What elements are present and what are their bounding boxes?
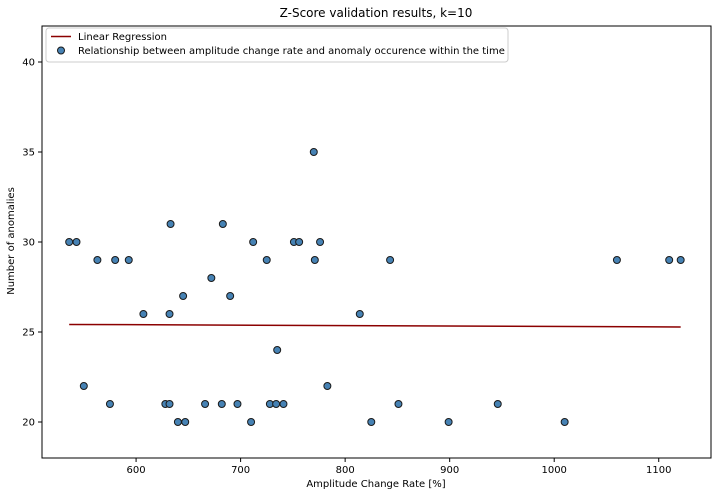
scatter-point	[316, 238, 325, 246]
scatter-point	[493, 400, 502, 408]
scatter-point	[279, 400, 288, 408]
scatter-point	[249, 238, 258, 246]
scatter-point	[310, 256, 319, 264]
scatter-point	[226, 292, 235, 300]
scatter-point	[367, 418, 376, 426]
scatter-point	[295, 238, 304, 246]
scatter-point	[612, 256, 621, 264]
legend-box	[45, 27, 509, 63]
scatter-point	[201, 400, 210, 408]
scatter-point	[676, 256, 685, 264]
scatter-point	[665, 256, 674, 264]
scatter-point	[111, 256, 120, 264]
scatter-point	[217, 400, 226, 408]
scatter-point	[207, 274, 216, 282]
scatter-point	[173, 418, 182, 426]
scatter-point	[165, 310, 174, 318]
scatter-point	[105, 400, 114, 408]
plot-area: 600 700 800 900 1000 1100 20 25 30 35 40	[22, 25, 712, 476]
scatter-point	[394, 400, 403, 408]
scatter-point	[323, 382, 332, 390]
scatter-point	[139, 310, 148, 318]
legend-swatch-relationship-points	[57, 46, 65, 55]
scatter-point	[93, 256, 102, 264]
scatter-point	[72, 238, 81, 246]
legend: Linear Regression Relationship between a…	[45, 27, 509, 63]
scatter-point	[560, 418, 569, 426]
scatter-point	[272, 400, 281, 408]
y-axis-title: Number of anomalies	[6, 187, 17, 295]
y-tick-label: 25	[22, 328, 35, 339]
x-tick-label: 900	[440, 465, 459, 476]
chart-title: Z-Score validation results, k=10	[280, 6, 473, 20]
legend-label-linear-regression: Linear Regression	[78, 32, 167, 43]
scatter-point	[166, 220, 175, 228]
scatter-point	[309, 148, 318, 156]
scatter-point	[181, 418, 190, 426]
scatter-point	[179, 292, 188, 300]
scatter-point	[355, 310, 364, 318]
scatter-point	[273, 346, 282, 354]
x-axis-title: Amplitude Change Rate [%]	[306, 479, 445, 490]
y-tick-label: 20	[22, 418, 35, 429]
x-tick-label: 600	[127, 465, 146, 476]
y-tick-label: 35	[22, 148, 35, 159]
scatter-point	[262, 256, 271, 264]
scatter-point	[165, 400, 174, 408]
y-tick-label: 40	[22, 58, 35, 69]
scatter-point	[124, 256, 133, 264]
scatter-point	[233, 400, 242, 408]
scatter-point	[79, 382, 88, 390]
x-tick-label: 1000	[541, 465, 566, 476]
scatter-point	[65, 238, 74, 246]
x-tick-label: 700	[231, 465, 250, 476]
scatter-point	[247, 418, 256, 426]
y-tick-label: 30	[22, 238, 35, 249]
x-tick-label: 1100	[646, 465, 671, 476]
x-tick-label: 800	[336, 465, 355, 476]
scatter-point	[218, 220, 227, 228]
legend-label-relationship-points: Relationship between amplitude change ra…	[78, 46, 505, 57]
scatter-point	[386, 256, 395, 264]
scatter-point	[444, 418, 453, 426]
regression-line	[69, 323, 681, 328]
